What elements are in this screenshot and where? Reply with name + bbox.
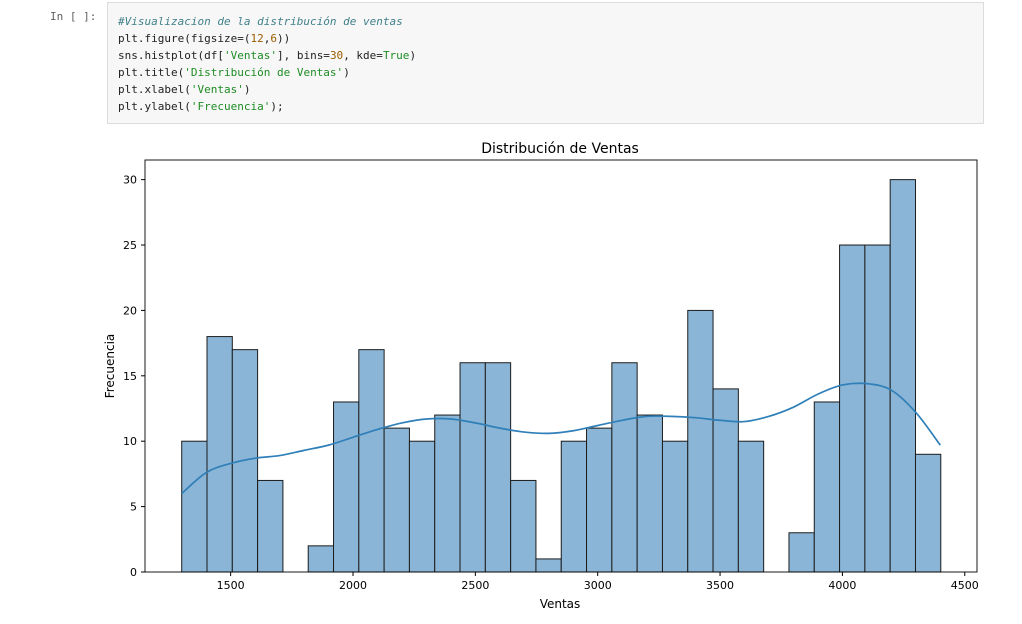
x-tick-label: 2000 [339, 579, 367, 592]
code-cell-editor[interactable] [107, 2, 984, 124]
histogram-bar [206, 336, 233, 573]
x-tick-label: 4500 [951, 579, 979, 592]
histogram-bar [484, 362, 512, 573]
histogram-bar [535, 558, 562, 573]
y-tick-label: 30 [123, 174, 137, 187]
x-tick-label: 3500 [706, 579, 734, 592]
histogram-bar [914, 453, 942, 573]
code-line-2: plt.figure(figsize=(12,6)) [118, 32, 291, 45]
y-tick-label: 20 [123, 304, 137, 317]
code-line-3: sns.histplot(df['Ventas'], bins=30, kde=… [118, 49, 417, 62]
code-line-4: plt.title('Distribución de Ventas') [118, 66, 350, 79]
histogram-bar [358, 349, 385, 573]
x-tick-label: 3000 [584, 579, 612, 592]
histogram-bar [839, 244, 866, 573]
x-tick-label: 2500 [461, 579, 489, 592]
y-tick-label: 10 [123, 435, 137, 448]
code-comment: #Visualizacion de la distribución de ven… [118, 15, 403, 28]
y-axis-ticks: 0 5 10 15 20 25 30 [123, 174, 145, 579]
bars-group [181, 179, 942, 573]
histogram-bar [788, 532, 815, 573]
histogram-bar [560, 440, 588, 573]
y-tick-label: 15 [123, 370, 137, 383]
histogram-bar [434, 414, 461, 573]
x-axis-label: Ventas [540, 597, 581, 611]
histogram-bar [864, 244, 891, 573]
code-line-6: plt.ylabel('Frecuencia'); [118, 100, 284, 113]
cell-output: Distribución de Ventas 1500 2000 2500 3000 3… [100, 130, 1000, 620]
code-line-5: plt.xlabel('Ventas') [118, 83, 251, 96]
histogram-bar [408, 440, 436, 573]
histogram-bar [611, 362, 638, 573]
histogram-bar [712, 388, 739, 573]
plot-frame [144, 159, 978, 573]
histogram-bar [586, 427, 613, 573]
histogram-bar [307, 545, 335, 573]
histogram-bar [813, 401, 841, 573]
x-tick-label: 4000 [828, 579, 856, 592]
x-axis-ticks: 1500 2000 2500 3000 3500 4000 4500 [217, 572, 979, 592]
histogram-bar [459, 362, 486, 573]
x-tick-label: 1500 [217, 579, 245, 592]
y-tick-label: 25 [123, 239, 137, 252]
histogram-bar [257, 479, 284, 573]
histogram-bar [889, 179, 916, 573]
histogram-bar [333, 401, 360, 573]
kde-line [181, 382, 941, 495]
histogram-bar [510, 479, 537, 573]
histogram-bar [687, 309, 714, 573]
histogram-bar [737, 440, 765, 573]
code-text[interactable]: #Visualizacion de la distribución de ven… [118, 13, 416, 115]
histogram-bar [181, 440, 208, 573]
histogram-bar [383, 427, 410, 573]
y-axis-label: Frecuencia [103, 334, 117, 399]
histogram-chart: Distribución de Ventas 1500 2000 2500 3000 3… [103, 141, 979, 611]
cell-prompt: In [ ]: [50, 10, 97, 23]
y-tick-label: 5 [130, 501, 137, 514]
histogram-bar [636, 414, 663, 573]
chart-title: Distribución de Ventas [481, 141, 639, 157]
y-tick-label: 0 [130, 566, 137, 579]
histogram-bar [661, 440, 689, 573]
